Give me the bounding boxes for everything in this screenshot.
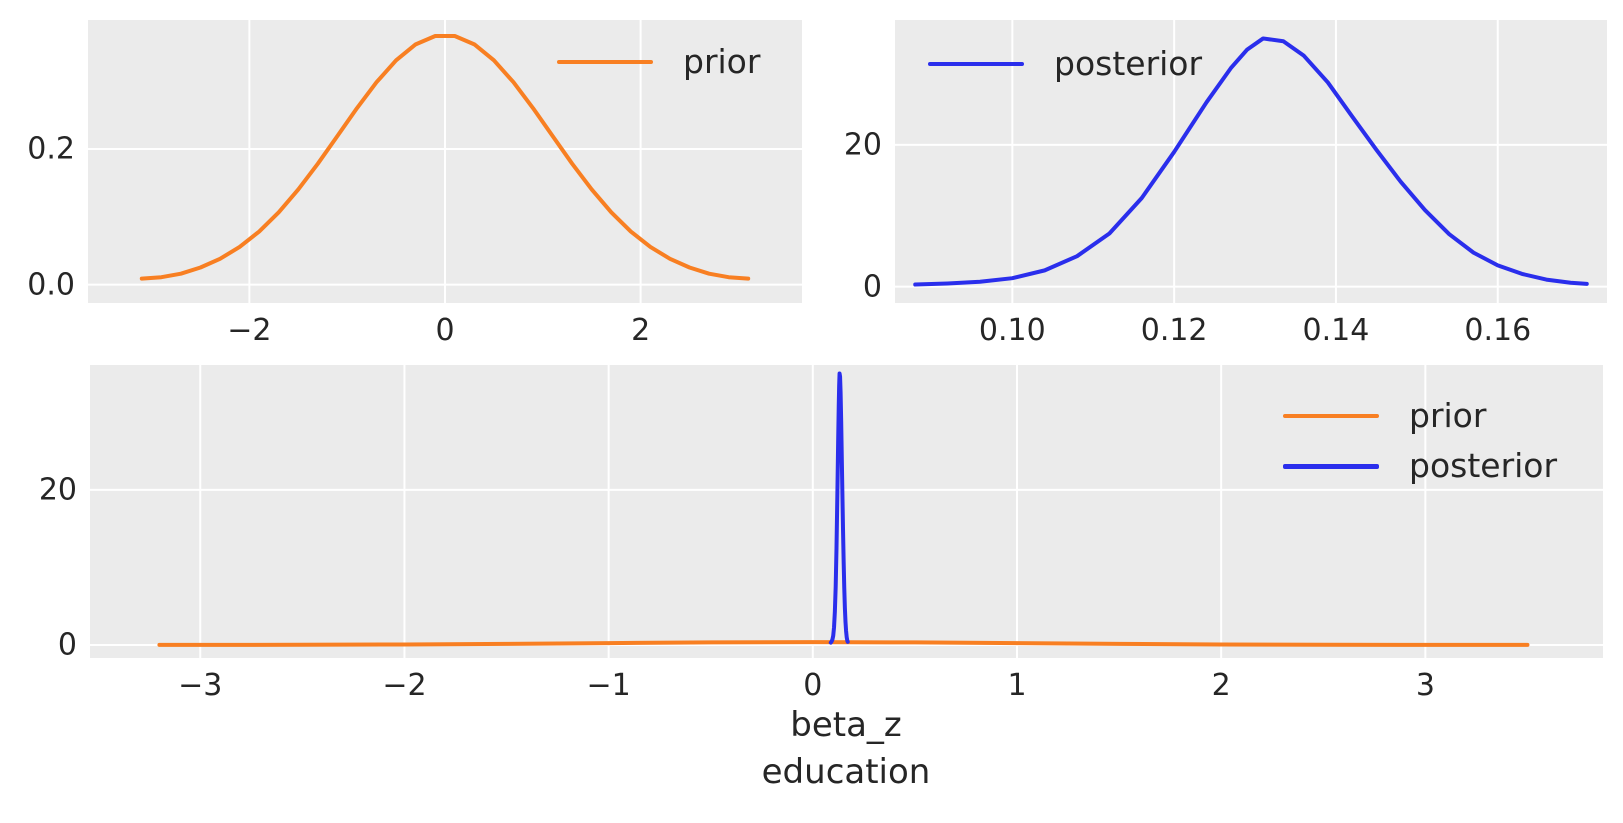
x-axis-label: beta_z education <box>762 702 931 796</box>
legend-label: prior <box>1409 396 1487 435</box>
overlay-legend: prior posterior <box>1283 396 1558 486</box>
prior-axes <box>88 20 802 303</box>
y-tick-label: 0 <box>862 269 882 305</box>
legend-label: prior <box>683 42 761 81</box>
legend-item-prior: prior <box>557 42 761 81</box>
legend-item-posterior: posterior <box>928 44 1203 83</box>
x-tick-label: 0.10 <box>978 313 1046 348</box>
prior-legend: prior <box>557 42 761 81</box>
y-tick-label: 0.2 <box>27 131 75 167</box>
y-tick-label: 20 <box>38 472 77 508</box>
prior-marginal-canvas <box>88 20 802 303</box>
overlay-axes <box>90 365 1603 658</box>
x-tick-label: 3 <box>1415 668 1435 703</box>
x-tick-label: 0.12 <box>1140 313 1208 348</box>
prior-density-curve <box>157 640 1530 647</box>
posterior-density-curve <box>828 371 850 645</box>
x-tick-label: 1 <box>1007 668 1027 703</box>
prior-posterior-overlay-canvas <box>90 365 1603 658</box>
x-tick-label: 0 <box>435 313 455 348</box>
x-tick-label: −2 <box>382 668 427 703</box>
x-tick-label: 0.16 <box>1464 313 1532 348</box>
y-tick-label: 0 <box>57 627 77 663</box>
y-tick-label: 0.0 <box>27 267 75 303</box>
posterior-axes <box>895 20 1607 303</box>
prior-line-swatch <box>557 59 653 65</box>
legend-label: posterior <box>1054 44 1203 83</box>
posterior-marginal-canvas <box>895 20 1607 303</box>
legend-item-prior: prior <box>1283 396 1557 435</box>
prior-line-swatch <box>1283 413 1379 419</box>
x-axis-label-line2: education <box>761 752 931 792</box>
x-tick-label: 0.14 <box>1302 313 1370 348</box>
y-tick-label: 20 <box>843 127 882 163</box>
posterior-line-swatch <box>1283 464 1379 469</box>
x-tick-label: 2 <box>1211 668 1231 703</box>
posterior-legend: posterior <box>928 44 1203 83</box>
posterior-line-swatch <box>928 61 1024 67</box>
x-tick-label: −3 <box>178 668 223 703</box>
x-axis-label-line1: beta_z <box>790 705 902 745</box>
prior-density-curve <box>139 34 751 281</box>
x-tick-label: −1 <box>586 668 631 703</box>
x-tick-label: −2 <box>227 313 272 348</box>
x-tick-label: 2 <box>631 313 651 348</box>
x-tick-label: 0 <box>803 668 823 703</box>
posterior-density-curve <box>913 36 1589 287</box>
legend-item-posterior: posterior <box>1283 446 1558 486</box>
legend-label: posterior <box>1409 446 1558 486</box>
